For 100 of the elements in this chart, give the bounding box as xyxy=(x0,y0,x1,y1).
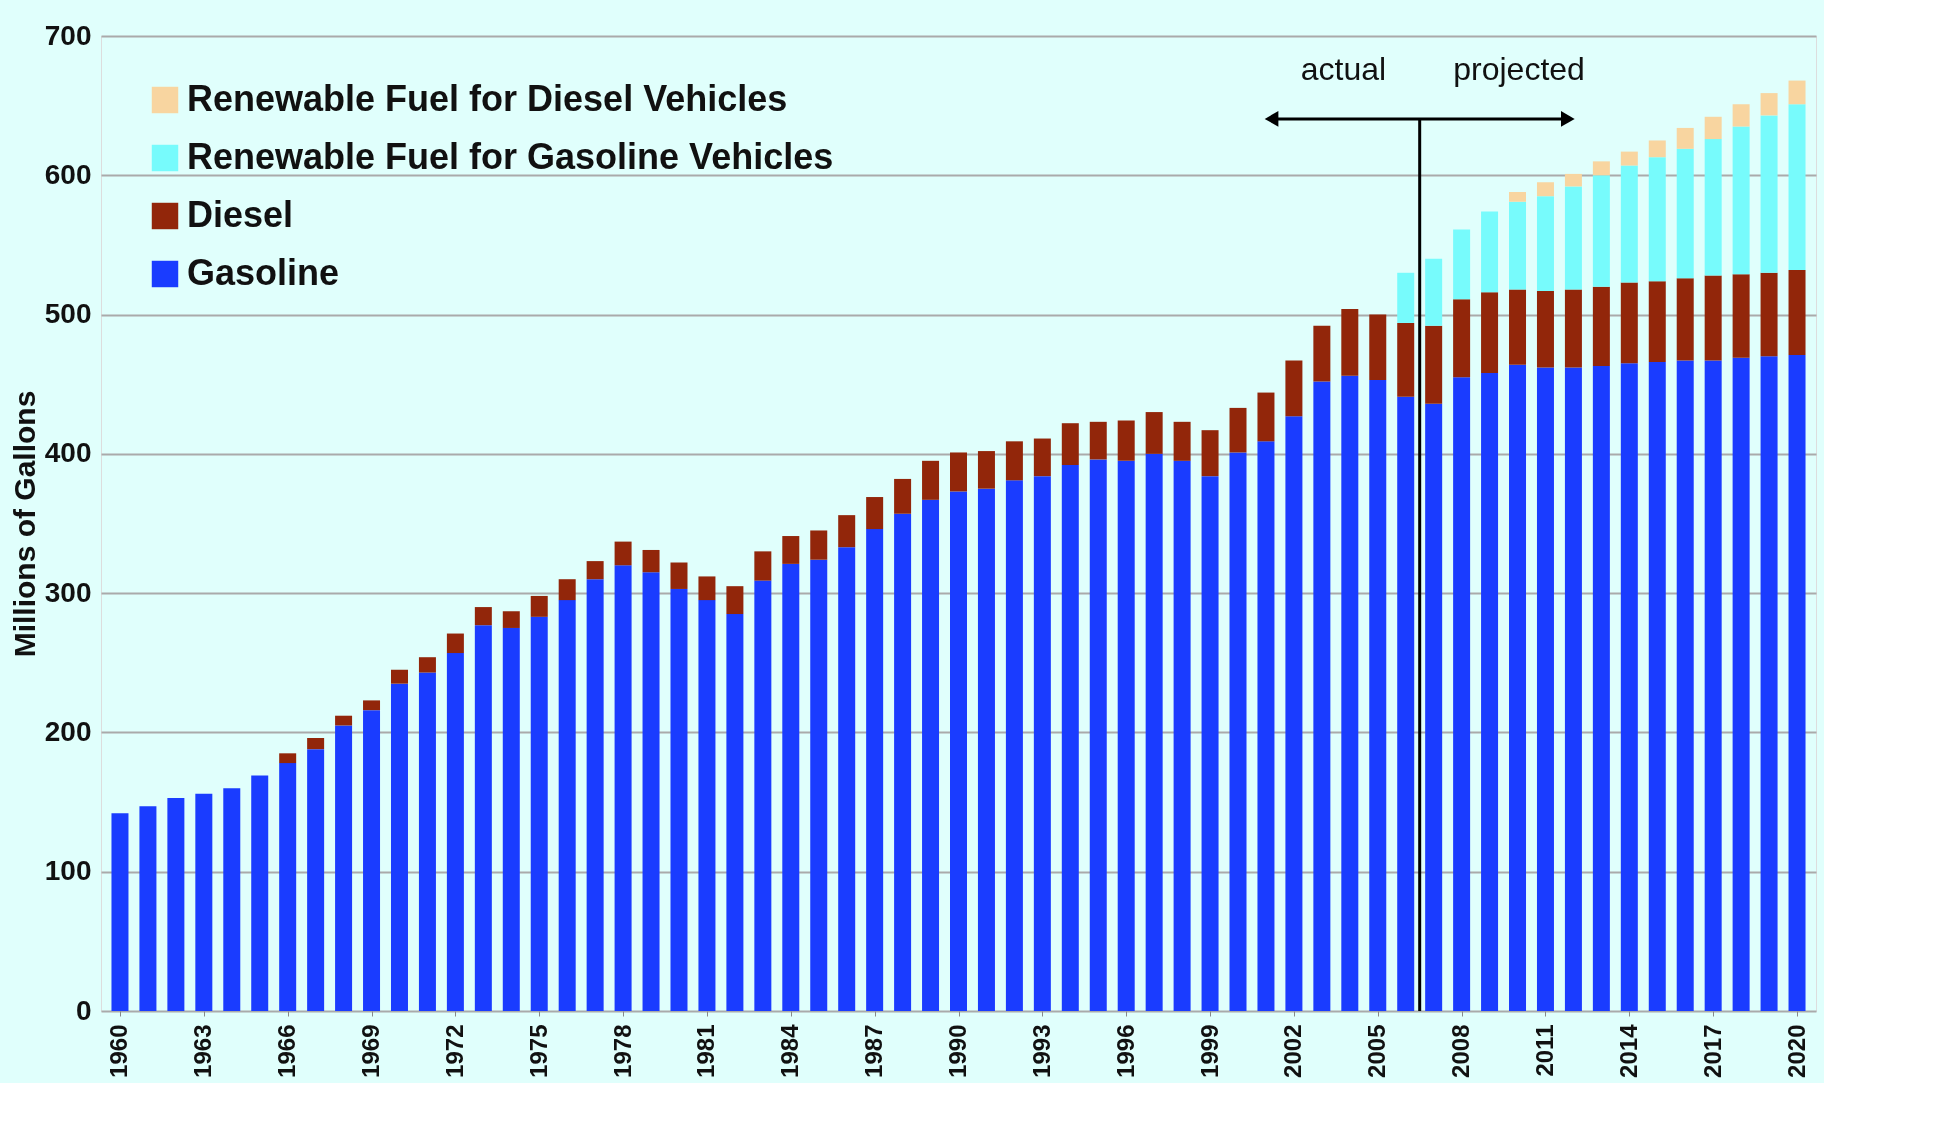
bar xyxy=(1509,192,1527,202)
bar xyxy=(474,607,492,626)
bar xyxy=(195,793,213,1011)
x-tick-label: 2017 xyxy=(1698,1024,1726,1078)
bar xyxy=(1592,161,1610,176)
bar xyxy=(1676,127,1694,149)
y-tick-label: 400 xyxy=(44,437,92,469)
bar xyxy=(1061,423,1079,465)
x-tick-label: 1960 xyxy=(105,1024,133,1078)
bar xyxy=(1341,309,1359,376)
bar xyxy=(1453,377,1471,1011)
bar xyxy=(614,565,632,1011)
bar xyxy=(782,536,800,564)
x-tick-label: 2005 xyxy=(1363,1024,1391,1078)
x-tick-label: 2014 xyxy=(1614,1023,1642,1078)
bar xyxy=(139,806,157,1011)
bar xyxy=(1117,420,1135,461)
bar xyxy=(894,478,912,514)
bar xyxy=(1313,325,1331,382)
bar xyxy=(1453,299,1471,378)
bar xyxy=(335,715,353,726)
bar xyxy=(1481,211,1499,293)
bar xyxy=(1397,396,1415,1011)
bar xyxy=(167,797,185,1011)
bar xyxy=(1648,361,1666,1011)
bar xyxy=(1033,438,1051,477)
x-tick-label: 1999 xyxy=(1195,1024,1223,1078)
bar xyxy=(1285,360,1303,417)
bar xyxy=(1536,196,1554,291)
bar xyxy=(530,595,548,617)
legend-label: Renewable Fuel for Gasoline Vehicles xyxy=(187,136,834,177)
x-tick-label: 1990 xyxy=(944,1024,971,1078)
bar xyxy=(1788,354,1806,1011)
annotation: projected xyxy=(1453,51,1585,88)
bar xyxy=(698,576,716,601)
bar xyxy=(754,551,772,581)
y-tick-label: 100 xyxy=(44,855,92,887)
bar xyxy=(586,579,604,1011)
y-tick-label: 200 xyxy=(44,715,92,747)
bar xyxy=(1704,139,1722,276)
bar xyxy=(670,562,688,589)
annotation: actual xyxy=(1300,51,1387,88)
bar xyxy=(1704,275,1722,361)
bar xyxy=(782,563,800,1011)
bar xyxy=(1620,165,1638,283)
bar xyxy=(977,451,995,489)
bar xyxy=(1732,274,1750,358)
bar xyxy=(1117,460,1135,1011)
bar xyxy=(1592,286,1610,367)
bar xyxy=(111,813,129,1011)
bar xyxy=(1425,258,1443,326)
bar xyxy=(1005,480,1023,1011)
bar xyxy=(1564,173,1582,187)
bar xyxy=(1201,476,1219,1011)
bar xyxy=(1453,229,1471,300)
bar xyxy=(390,683,408,1011)
bar xyxy=(335,725,353,1011)
bar xyxy=(1564,186,1582,290)
bar xyxy=(1788,80,1806,105)
x-tick-label: 1969 xyxy=(357,1024,385,1078)
bar xyxy=(726,586,744,615)
x-tick-label: 2002 xyxy=(1279,1024,1307,1078)
bar xyxy=(1285,416,1303,1011)
bar xyxy=(1564,367,1582,1011)
bar xyxy=(279,763,297,1011)
bar xyxy=(1229,452,1247,1011)
bar xyxy=(1704,360,1722,1011)
y-tick-label: 300 xyxy=(44,576,92,608)
bar xyxy=(1732,126,1750,275)
bar xyxy=(1201,430,1219,477)
bar xyxy=(1397,322,1415,397)
bar xyxy=(1760,356,1778,1011)
bar xyxy=(446,633,464,654)
bar xyxy=(1648,281,1666,362)
bar xyxy=(1033,476,1051,1011)
bar xyxy=(1564,289,1582,368)
x-tick-label: 1993 xyxy=(1027,1024,1055,1078)
bar xyxy=(1620,151,1638,166)
bar xyxy=(1425,403,1443,1011)
bar xyxy=(922,499,940,1011)
bar xyxy=(642,549,660,573)
bar xyxy=(810,530,828,560)
x-tick-label: 1966 xyxy=(273,1024,301,1078)
bar xyxy=(1648,157,1666,282)
x-tick-label: 1978 xyxy=(608,1024,636,1078)
x-tick-label: 2020 xyxy=(1782,1024,1810,1078)
bar xyxy=(418,657,436,673)
y-tick-label: 0 xyxy=(75,994,92,1026)
bar xyxy=(307,738,325,750)
bar xyxy=(1509,364,1527,1011)
bar xyxy=(418,672,436,1011)
bar xyxy=(614,541,632,566)
bar xyxy=(670,588,688,1011)
legend-label: Diesel xyxy=(187,194,294,235)
bar xyxy=(838,547,856,1011)
bar xyxy=(1760,93,1778,116)
bar xyxy=(1536,290,1554,368)
bar xyxy=(1481,373,1499,1011)
bar xyxy=(1592,366,1610,1011)
bar xyxy=(363,700,381,711)
